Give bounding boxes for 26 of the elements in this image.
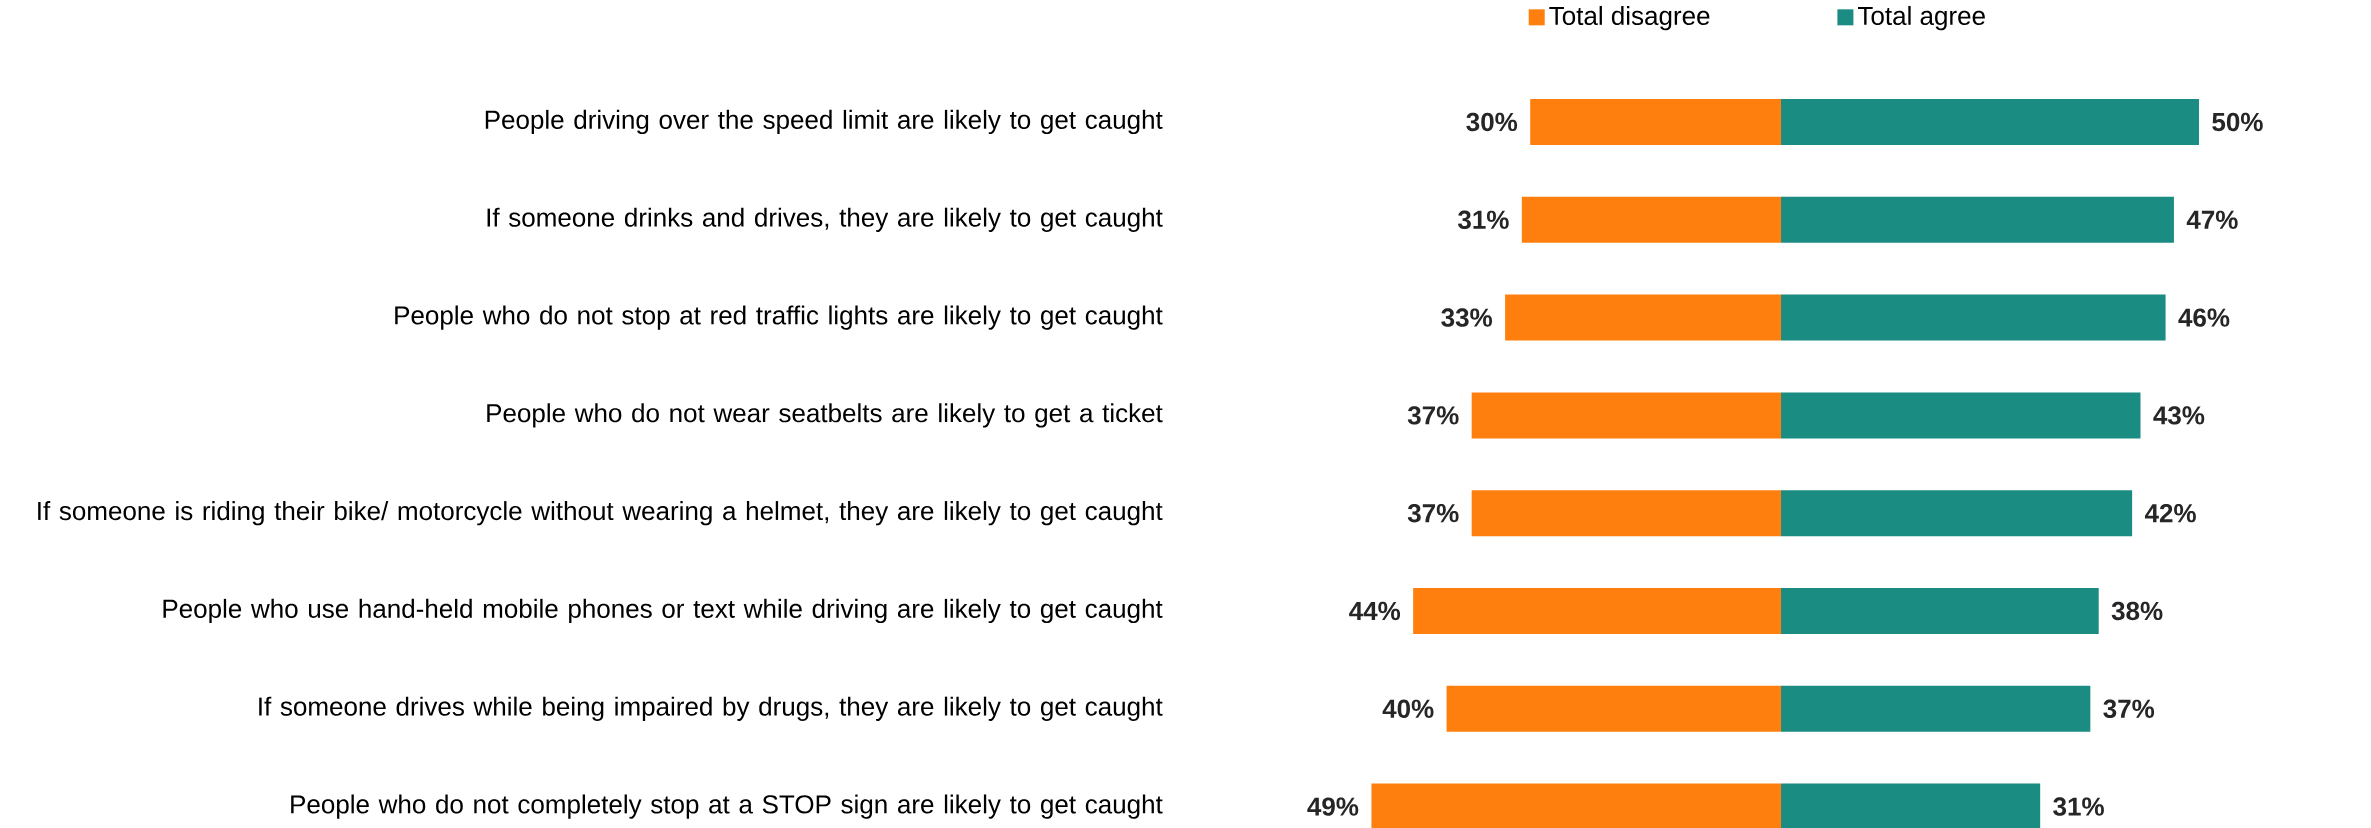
data-label: 46% xyxy=(2178,308,2230,327)
y-tick-label: People who do not wear seatbelts are likely to get a ticket xyxy=(487,403,1163,428)
legend-label: Total agree xyxy=(1858,5,1985,31)
y-tick-label: If someone is riding their bike/ motorcycle without wearing a helmet, they are likely to get caught xyxy=(38,501,1163,526)
data-label: 30% xyxy=(1466,112,1518,132)
y-tick-label: People driving over the speed limit are likely to get caught xyxy=(485,109,1163,135)
data-label: 33% xyxy=(1441,308,1493,327)
data-label: 42% xyxy=(2144,504,2196,523)
data-label: 37% xyxy=(1407,503,1459,523)
data-label: 47% xyxy=(2186,210,2238,229)
y-tick-label: If someone drinks and drives, they are likely to get caught xyxy=(487,207,1163,232)
data-label: 40% xyxy=(1382,699,1434,718)
data-label: 31% xyxy=(1457,210,1509,230)
data-label: 37% xyxy=(2103,699,2155,719)
y-tick-label: People who do not completely stop at a STOP sign are likely to get caught xyxy=(291,794,1163,819)
data-label: 31% xyxy=(2053,797,2104,816)
data-label: 37% xyxy=(1407,406,1459,425)
data-label: 38% xyxy=(2111,601,2163,621)
data-label: 44% xyxy=(1349,601,1401,621)
y-tick-label: People who use hand-held mobile phones or text while driving are likely to get caught xyxy=(163,598,1163,624)
y-tick-label: People who do not stop at red traffic lights are likely to get caught xyxy=(395,305,1163,330)
data-label: 43% xyxy=(2153,406,2205,425)
data-label: 50% xyxy=(2212,112,2263,132)
y-tick-label: If someone drives while being impaired by drugs, they are likely to get caught xyxy=(259,696,1163,721)
data-label: 49% xyxy=(1307,797,1359,816)
legend-label: Total disagree xyxy=(1549,5,1710,31)
